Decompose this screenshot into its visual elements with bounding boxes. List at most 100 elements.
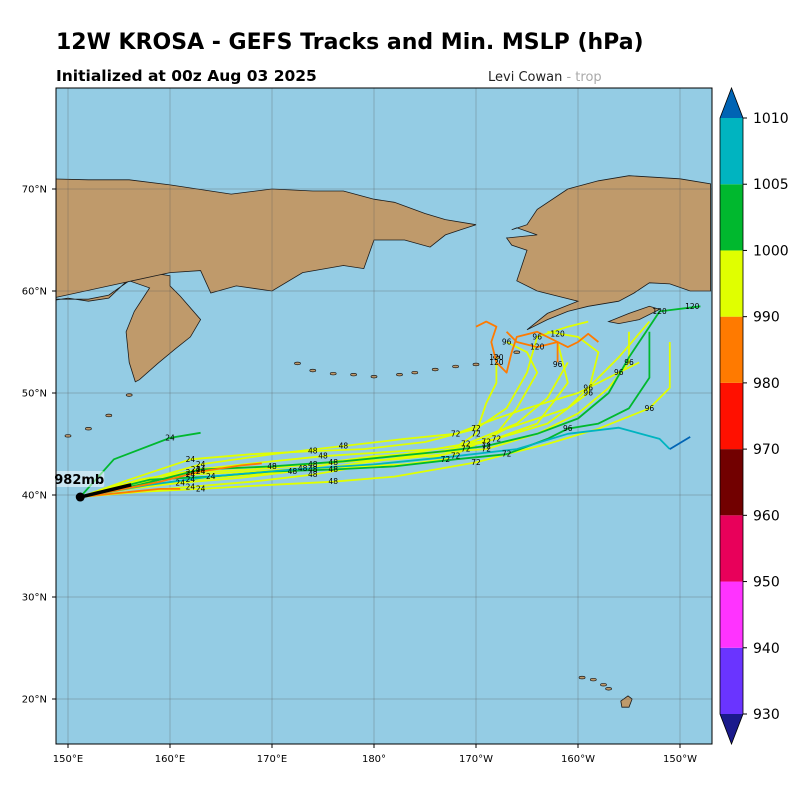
colorbar-segment bbox=[720, 581, 743, 648]
landmasses bbox=[45, 175, 711, 708]
forecast-hour-label: 24 bbox=[186, 475, 196, 484]
island-5 bbox=[396, 372, 403, 377]
forecast-hour-label: 120 bbox=[652, 307, 667, 316]
forecast-hour-label: 48 bbox=[328, 458, 338, 467]
forecast-hour-label: 72 bbox=[471, 429, 481, 438]
forecast-hour-label: 24 bbox=[191, 465, 201, 474]
forecast-hour-label: 72 bbox=[502, 450, 512, 459]
forecast-hour-label: 24 bbox=[196, 465, 206, 474]
colorbar-tick-label: 980 bbox=[753, 376, 780, 392]
forecast-hour-label: 48 bbox=[339, 442, 349, 451]
forecast-hour-label: 96 bbox=[563, 424, 573, 433]
forecast-hour-label: 96 bbox=[645, 404, 655, 413]
chart-title: 12W KROSA - GEFS Tracks and Min. MSLP (h… bbox=[56, 30, 644, 55]
colorbar-segment bbox=[720, 316, 743, 383]
ensemble-track-7 bbox=[79, 357, 498, 498]
observed-track bbox=[79, 483, 132, 499]
ensemble-track-10 bbox=[79, 321, 651, 498]
colorbar-segment bbox=[720, 382, 743, 450]
ensemble-track-8 bbox=[79, 361, 640, 498]
colorbar-tick-label: 940 bbox=[753, 641, 780, 657]
forecast-hour-label: 72 bbox=[481, 437, 491, 446]
island-20 bbox=[578, 675, 586, 680]
island-16 bbox=[125, 393, 133, 397]
land-mass-3 bbox=[607, 305, 661, 325]
lon-tick-label: 150°W bbox=[663, 754, 697, 765]
lat-tick-label: 30°N bbox=[22, 593, 47, 604]
colorbar-tick-label: 930 bbox=[753, 707, 780, 723]
forecast-hour-label: 72 bbox=[481, 442, 491, 451]
forecast-hour-label: 120 bbox=[685, 302, 700, 311]
forecast-hour-label: 24 bbox=[186, 455, 196, 464]
mslp-colorbar: 930 940 950 960 970 980 990 1000 1005 1010 bbox=[719, 86, 789, 746]
pressure-label: 982mb bbox=[54, 473, 104, 488]
credit-main: Levi Cowan bbox=[488, 70, 563, 85]
forecast-hour-label: 24 bbox=[196, 467, 206, 476]
forecast-hour-label: 120 bbox=[489, 358, 504, 367]
colorbar-tick-label: 970 bbox=[753, 442, 780, 458]
graticule bbox=[56, 88, 712, 744]
land-mass-1 bbox=[56, 178, 477, 298]
forecast-hour-label: 72 bbox=[451, 429, 461, 438]
island-15 bbox=[105, 413, 113, 418]
forecast-hour-label: 48 bbox=[288, 467, 298, 476]
current-position: 982mb bbox=[52, 471, 132, 502]
island-12 bbox=[85, 427, 92, 431]
forecast-hour-label: 96 bbox=[624, 358, 634, 367]
lat-tick-label: 70°N bbox=[22, 185, 47, 196]
forecast-hour-label: 24 bbox=[206, 472, 216, 481]
forecast-hour-label: 24 bbox=[175, 478, 185, 487]
ensemble-track-18 bbox=[475, 320, 559, 374]
colorbar-over-extension bbox=[720, 88, 743, 118]
forecast-hour-label: 24 bbox=[186, 468, 196, 477]
ensemble-track-16 bbox=[80, 487, 181, 498]
island-6 bbox=[411, 370, 419, 375]
forecast-hour-label: 96 bbox=[583, 389, 593, 398]
colorbar-tick-label: 1000 bbox=[753, 243, 789, 259]
forecast-hour-label: 24 bbox=[186, 482, 196, 491]
island-3 bbox=[350, 372, 357, 377]
island-14 bbox=[45, 441, 51, 444]
forecast-hour-label: 72 bbox=[492, 434, 502, 443]
forecast-hour-label: 96 bbox=[583, 383, 593, 392]
forecast-hour-label: 24 bbox=[196, 484, 206, 493]
forecast-hour-label: 120 bbox=[489, 353, 504, 362]
colorbar-tick-label: 1005 bbox=[753, 177, 789, 193]
colorbar-tick-label: 950 bbox=[753, 575, 780, 591]
colorbar-tick-label: 1010 bbox=[753, 111, 789, 127]
island-0 bbox=[294, 361, 301, 366]
forecast-hour-label: 24 bbox=[196, 460, 206, 469]
forecast-hour-label: 96 bbox=[502, 338, 512, 347]
lat-tick-label: 60°N bbox=[22, 287, 47, 298]
forecast-hour-label: 48 bbox=[308, 460, 318, 469]
lon-tick-label: 170°W bbox=[459, 754, 493, 765]
colorbar-segment bbox=[720, 515, 743, 582]
island-2 bbox=[329, 371, 337, 376]
forecast-hour-label: 48 bbox=[308, 447, 318, 456]
lon-tick-label: 150°E bbox=[53, 754, 83, 765]
map-axes: 150°E 160°E 170°E 180° 170°W 160°W 150°W 20°N 30… bbox=[22, 185, 697, 766]
forecast-hour-label: 48 bbox=[308, 465, 318, 474]
forecast-hour-label: 48 bbox=[328, 465, 338, 474]
forecast-hour-label: 96 bbox=[553, 360, 563, 369]
land-mass-4 bbox=[620, 695, 633, 708]
credit-text: Levi Cowan - trop bbox=[488, 70, 602, 85]
storm-position-marker bbox=[75, 492, 85, 502]
colorbar-segment bbox=[720, 250, 743, 317]
forecast-hour-label: 72 bbox=[461, 445, 471, 454]
lat-tick-label: 20°N bbox=[22, 695, 47, 706]
ensemble-track-13 bbox=[80, 426, 671, 498]
forecast-hour-label: 48 bbox=[298, 464, 308, 473]
init-time: Initialized at 00z Aug 03 2025 bbox=[56, 67, 317, 85]
island-19 bbox=[589, 677, 597, 682]
forecast-hour-label: 48 bbox=[328, 477, 338, 486]
forecast-hour-label: 48 bbox=[308, 470, 318, 479]
forecast-hour-label: 24 bbox=[186, 470, 196, 479]
ensemble-tracks: 2424487296244872961202448729624487296244… bbox=[79, 302, 701, 498]
forecast-hour-label: 48 bbox=[318, 452, 328, 461]
credit-faint: - trop bbox=[566, 70, 602, 85]
colorbar-tick-label: 990 bbox=[753, 310, 780, 326]
island-8 bbox=[452, 364, 459, 369]
lon-tick-label: 160°W bbox=[561, 754, 595, 765]
forecast-hour-label: 96 bbox=[614, 368, 624, 377]
